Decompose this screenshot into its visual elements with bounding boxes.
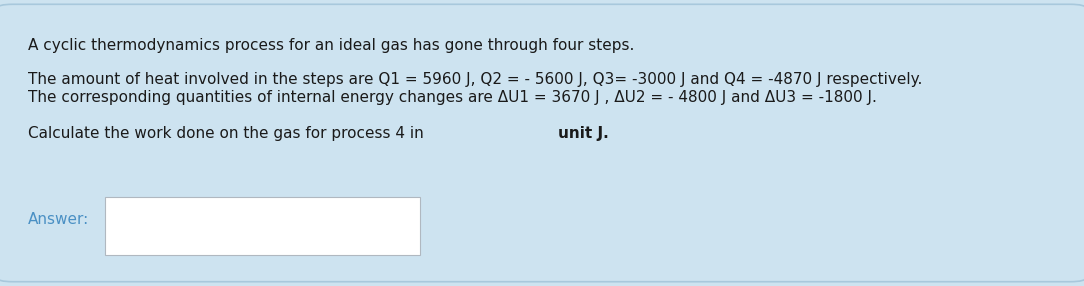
FancyBboxPatch shape	[105, 197, 420, 255]
FancyBboxPatch shape	[0, 4, 1084, 282]
Text: Answer:: Answer:	[28, 212, 89, 227]
Text: unit J.: unit J.	[558, 126, 608, 141]
Text: Calculate the work done on the gas for process 4 in: Calculate the work done on the gas for p…	[28, 126, 428, 141]
Text: The corresponding quantities of internal energy changes are ΔU1 = 3670 J , ΔU2 =: The corresponding quantities of internal…	[28, 90, 877, 105]
Text: The amount of heat involved in the steps are Q1 = 5960 J, Q2 = - 5600 J, Q3= -30: The amount of heat involved in the steps…	[28, 72, 922, 87]
Text: A cyclic thermodynamics process for an ideal gas has gone through four steps.: A cyclic thermodynamics process for an i…	[28, 38, 634, 53]
